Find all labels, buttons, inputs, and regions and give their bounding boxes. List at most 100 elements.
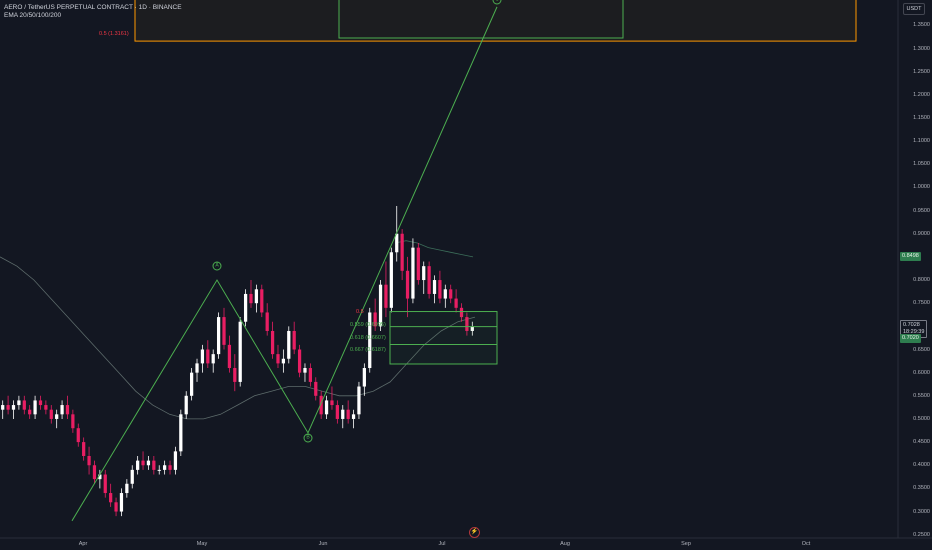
price-tick: 1.0500 xyxy=(913,161,930,168)
price-tick: 0.6000 xyxy=(913,369,930,376)
candle-body xyxy=(454,298,458,308)
last-price-tag: 0.7028 18:29:39 xyxy=(900,320,928,338)
candle-body xyxy=(136,460,140,470)
ema-group xyxy=(0,240,476,420)
candle-body xyxy=(49,409,53,419)
candle-body xyxy=(351,414,356,419)
candle-body xyxy=(287,330,291,359)
candle-body xyxy=(400,233,404,271)
candle-body xyxy=(87,455,91,466)
candle-body xyxy=(33,400,37,415)
price-tick: 0.4000 xyxy=(913,462,930,469)
candle-body xyxy=(11,405,16,410)
candle-body xyxy=(308,368,312,382)
price-tick: 1.1000 xyxy=(913,138,930,145)
price-tick: 0.9500 xyxy=(913,207,930,214)
fib-label: 0.667 (0.6187) xyxy=(350,347,386,353)
candle-body xyxy=(98,474,102,480)
price-tick: 0.9000 xyxy=(913,230,930,237)
candle-body xyxy=(71,414,75,429)
candle-body xyxy=(227,344,232,369)
time-tick: Oct xyxy=(801,541,811,547)
candle-body xyxy=(427,266,431,294)
price-tick: 0.5500 xyxy=(913,392,930,399)
candle-body xyxy=(324,400,329,415)
candle-body xyxy=(233,368,237,382)
candle-body xyxy=(378,284,383,327)
candle-body xyxy=(314,381,318,396)
price-tick: 1.3000 xyxy=(913,45,930,52)
time-scale[interactable]: Apr May Jun Jul Aug Sep Oct xyxy=(0,538,898,550)
candle-body xyxy=(438,280,442,299)
candle-body xyxy=(141,460,145,466)
candle-body xyxy=(270,330,275,355)
price-tick: 1.3500 xyxy=(913,22,930,29)
target-inner-box xyxy=(338,0,624,39)
candle-body xyxy=(92,465,97,480)
candle-body xyxy=(65,405,70,415)
candle-body xyxy=(114,502,118,512)
candle-body xyxy=(443,289,447,299)
candle-body xyxy=(200,349,205,364)
fib-box-group xyxy=(389,311,498,365)
candle-body xyxy=(125,483,129,494)
fib-label: 0.5 xyxy=(356,309,364,315)
price-tick: 1.2500 xyxy=(913,68,930,75)
target-box xyxy=(134,0,857,42)
fib-box xyxy=(389,311,498,365)
candle-body xyxy=(432,280,437,294)
price-scale[interactable]: 1.3500 1.3000 1.2500 1.2000 1.1500 1.1000 1.05… xyxy=(898,0,932,538)
candle-body xyxy=(22,400,26,410)
fib-label: 0.559 (0.6995) xyxy=(350,322,386,328)
candle-body xyxy=(449,289,453,299)
candles-group xyxy=(1,205,474,517)
time-tick: Jun xyxy=(318,541,328,547)
candle-body xyxy=(184,395,188,415)
candle-body xyxy=(38,400,43,406)
candle-body xyxy=(265,312,269,331)
candle-body xyxy=(1,405,5,410)
wave-label-a: A xyxy=(212,261,222,271)
indicator-label: EMA 20/50/100/200 xyxy=(4,12,62,19)
wave-label-b: B xyxy=(303,433,313,443)
candle-body xyxy=(319,395,323,415)
candle-body xyxy=(395,233,399,253)
candle-body xyxy=(362,368,366,387)
candle-body xyxy=(173,451,178,470)
candle-body xyxy=(335,405,339,419)
candle-body xyxy=(405,270,410,299)
bar-countdown: 18:29:39 xyxy=(903,329,925,335)
candle-body xyxy=(211,354,215,364)
lightning-icon[interactable]: ⚡ xyxy=(469,527,480,538)
candle-body xyxy=(216,317,221,355)
time-tick: Apr xyxy=(78,541,88,547)
currency-selector[interactable]: USDT xyxy=(903,3,925,15)
fib-label: 0.5 (1.3161) xyxy=(99,31,129,37)
time-tick: Aug xyxy=(560,541,570,547)
target-box-group xyxy=(134,0,857,42)
ema-upper-line xyxy=(394,240,474,258)
candle-body xyxy=(55,414,59,419)
price-tick: 0.7500 xyxy=(913,300,930,307)
candle-body xyxy=(330,400,334,406)
candle-body xyxy=(243,293,248,322)
ema-value-tag: 0.8498 xyxy=(900,252,921,261)
candle-body xyxy=(152,460,156,470)
candle-body xyxy=(119,493,124,512)
candle-body xyxy=(130,469,134,484)
price-tick: 1.1500 xyxy=(913,115,930,121)
candle-body xyxy=(384,284,388,308)
candle-body xyxy=(6,405,10,410)
candle-body xyxy=(163,465,167,470)
time-tick: Jul xyxy=(438,541,446,547)
ema-line xyxy=(0,256,476,420)
candle-body xyxy=(76,428,80,443)
candle-body xyxy=(297,349,302,373)
candle-body xyxy=(465,317,469,331)
candle-body xyxy=(222,317,226,345)
price-tick: 0.2500 xyxy=(913,531,930,538)
price-tick: 1.0000 xyxy=(913,184,930,191)
candle-body xyxy=(195,363,199,373)
